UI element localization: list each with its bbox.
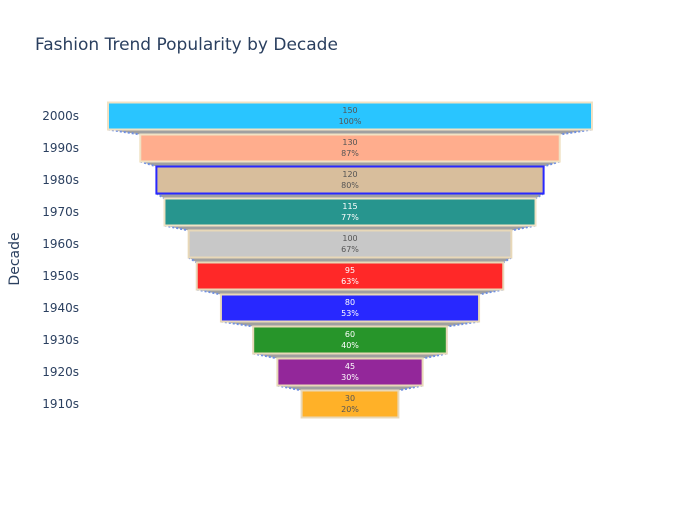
funnel-bar[interactable] — [276, 357, 424, 387]
funnel-connector — [277, 385, 423, 391]
bar-percent-label: 63% — [341, 277, 359, 286]
y-tick-label: 1960s — [42, 237, 79, 251]
funnel-connector — [156, 193, 544, 199]
bar-value-label: 115 — [342, 202, 357, 211]
bar-value-label: 150 — [342, 106, 357, 115]
funnel-bar[interactable] — [252, 325, 448, 355]
bar-value-label: 130 — [342, 138, 357, 147]
bar-percent-label: 67% — [341, 245, 359, 254]
y-tick-label: 1910s — [42, 397, 79, 411]
bar-value-label: 45 — [345, 362, 355, 371]
funnel-connector-line — [543, 160, 561, 168]
funnel-connector — [108, 129, 592, 135]
funnel-bar[interactable] — [195, 261, 505, 291]
bar-percent-label: 77% — [341, 213, 359, 222]
bar-percent-label: 40% — [341, 341, 359, 350]
funnel-bar[interactable] — [300, 389, 400, 419]
chart-title: Fashion Trend Popularity by Decade — [35, 35, 338, 55]
funnel-bar[interactable] — [107, 101, 593, 131]
funnel-bar[interactable] — [219, 293, 481, 323]
y-tick-label: 1920s — [42, 365, 79, 379]
bar-value-label: 95 — [345, 266, 355, 275]
bar-percent-label: 20% — [341, 405, 359, 414]
y-tick-label: 1930s — [42, 333, 79, 347]
bar-percent-label: 100% — [339, 117, 362, 126]
bar-value-label: 120 — [342, 170, 357, 179]
y-tick-label: 1980s — [42, 173, 79, 187]
bar-percent-label: 30% — [341, 373, 359, 382]
funnel-bar[interactable] — [139, 133, 561, 163]
bar-value-label: 100 — [342, 234, 357, 243]
y-tick-label: 1950s — [42, 269, 79, 283]
funnel-connector — [253, 353, 447, 359]
funnel-connector — [164, 225, 536, 231]
bar-percent-label: 53% — [341, 309, 359, 318]
bars-layer: 150 100% 130 87% 120 80% 115 77% 100 67% 95 63% 80 53… — [107, 101, 593, 419]
funnel-bar[interactable] — [155, 165, 545, 195]
y-tick-label: 2000s — [42, 109, 79, 123]
bar-value-label: 80 — [345, 298, 355, 307]
funnel-connector-line — [139, 160, 157, 168]
bar-value-label: 30 — [345, 394, 355, 403]
funnel-bar[interactable] — [187, 229, 513, 259]
connectors-layer — [107, 128, 593, 392]
funnel-connector — [220, 321, 480, 327]
bar-percent-label: 87% — [341, 149, 359, 158]
funnel-bar[interactable] — [163, 197, 537, 227]
ticks-layer: 2000s 1990s 1980s 1970s 1960s 1950s 1940s 1930s… — [42, 109, 79, 411]
funnel-connector — [196, 289, 504, 295]
y-tick-label: 1990s — [42, 141, 79, 155]
y-tick-label: 1970s — [42, 205, 79, 219]
bar-value-label: 60 — [345, 330, 355, 339]
funnel-connector — [140, 161, 560, 167]
funnel-connector — [188, 257, 512, 263]
bar-percent-label: 80% — [341, 181, 359, 190]
y-axis-title: Decade — [7, 232, 23, 285]
y-tick-label: 1940s — [42, 301, 79, 315]
